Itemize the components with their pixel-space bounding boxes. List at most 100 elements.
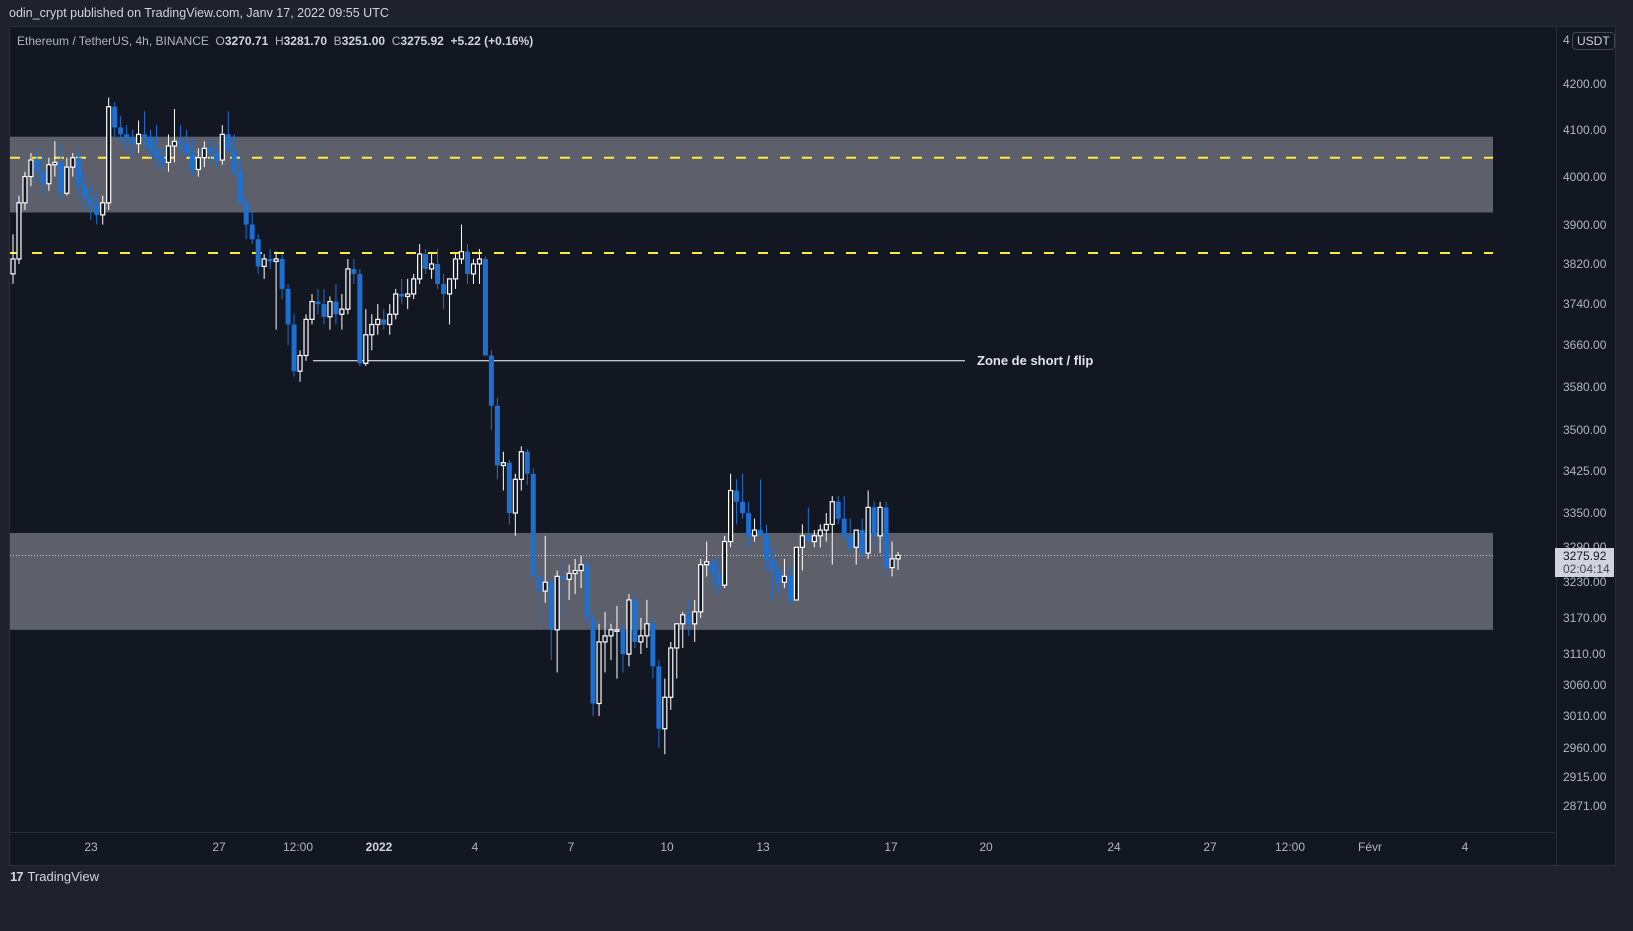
price-tick-label: 3110.00 [1563, 647, 1606, 662]
candle-body-down [285, 288, 291, 325]
price-tick-label: 3660.00 [1563, 338, 1607, 353]
last-price-label: 3275.92 02:04:14 [1555, 548, 1614, 577]
time-tick-label: 17 [884, 840, 898, 854]
candle-body-down [560, 576, 566, 580]
zone-rect [10, 136, 1493, 213]
symbol-name: Ethereum / TetherUS, 4h, BINANCE [17, 34, 209, 48]
open-value: 3270.71 [224, 34, 269, 48]
candle-body-up [698, 564, 704, 613]
candle-body-down [883, 507, 889, 568]
candle-body-down [464, 251, 470, 274]
low-value: 3251.00 [341, 34, 386, 48]
time-tick-label: 12:00 [282, 840, 314, 854]
price-axis[interactable] [1556, 27, 1616, 867]
candle-body-up [46, 164, 52, 185]
candle-body-down [148, 136, 154, 151]
candle-body-down [124, 134, 130, 139]
candle-body-up [446, 278, 453, 295]
candle-body-up [470, 263, 477, 275]
last-price-value: 3275.92 [1563, 549, 1607, 563]
candle-body-down [315, 301, 321, 305]
candle-body-up [578, 564, 584, 572]
candle-body-up [369, 323, 375, 336]
candle-body-up [195, 157, 201, 171]
candle-body-up [799, 535, 805, 548]
price-tick-label: 3820.00 [1563, 256, 1607, 271]
candle-body-down [488, 355, 494, 406]
candle-body-down [841, 518, 847, 536]
candle-body-up [375, 318, 381, 326]
currency-button[interactable]: USDT [1572, 32, 1615, 50]
short-zone-annotation[interactable]: Zone de short / flip [977, 352, 1094, 368]
candle-body-down [805, 535, 811, 542]
price-tick-label: 3170.00 [1563, 610, 1607, 625]
candle-body-up [572, 569, 578, 575]
candle-body-up [722, 540, 728, 586]
candle-body-up [554, 575, 560, 631]
candle-body-down [351, 268, 357, 274]
candle-body-up [303, 318, 309, 357]
price-tick-label: 4200.00 [1563, 77, 1607, 91]
candle-body-down [399, 293, 405, 297]
candle-body-down [82, 186, 88, 199]
footer-brand[interactable]: 17 TradingView [10, 869, 99, 884]
price-tick-label: 3900.00 [1563, 217, 1607, 232]
candle-body-up [327, 300, 333, 318]
candle-body-up [877, 506, 883, 537]
candle-body-down [40, 171, 46, 184]
candle-body-down [207, 148, 213, 154]
candle-body-down [710, 561, 716, 574]
candle-body-down [118, 127, 124, 135]
candle-body-down [763, 535, 769, 559]
candle-body-down [775, 570, 781, 583]
candle-body-down [620, 629, 626, 655]
time-axis[interactable] [10, 832, 1555, 866]
candle-body-up [70, 157, 76, 168]
candle-body-down [249, 224, 255, 240]
candle-body-down [441, 283, 447, 294]
candle-body-down [632, 599, 638, 642]
candle-body-up [393, 293, 399, 315]
candle-body-down [267, 258, 273, 262]
candle-body-down [740, 501, 746, 514]
candle-body-up [596, 641, 602, 705]
candle-body-up [429, 263, 435, 270]
close-value: 3275.92 [400, 34, 444, 48]
candle-body-down [255, 239, 261, 267]
candle-body-down [333, 301, 339, 315]
candle-body-down [321, 304, 327, 317]
candle-body-up [895, 554, 901, 560]
candle-body-down [112, 106, 118, 128]
candle-body-down [423, 254, 429, 269]
time-tick-label: 13 [756, 840, 770, 854]
symbol-legend: Ethereum / TetherUS, 4h, BINANCE O3270.7… [17, 34, 534, 48]
candle-body-up [727, 489, 734, 543]
candle-body-down [237, 171, 243, 203]
candle-body-up [363, 334, 369, 364]
candle-body-down [381, 319, 387, 325]
candle-body-down [871, 507, 877, 536]
candle-body-down [787, 576, 793, 600]
candle-body-down [650, 623, 656, 667]
candle-body-down [231, 150, 237, 172]
candle-body-down [656, 666, 662, 729]
candle-body-down [716, 573, 722, 586]
time-tick-label: 24 [1107, 840, 1121, 854]
candle-body-up [10, 258, 16, 275]
candle-body-down [435, 263, 441, 284]
candle-body-up [500, 462, 506, 467]
candle-body-up [387, 313, 393, 326]
candle-body-down [279, 258, 285, 289]
time-tick-label: 23 [84, 840, 98, 854]
candle-body-down [847, 535, 853, 548]
candle-body-down [225, 134, 231, 151]
price-tick-label: 3060.00 [1563, 677, 1607, 692]
price-tick-label: 2960.00 [1563, 740, 1607, 755]
candle-body-up [566, 572, 572, 580]
candle-body-down [58, 162, 64, 194]
candle-body-up [16, 202, 22, 260]
candle-body-down [494, 405, 500, 466]
price-tick-label: 3010.00 [1563, 709, 1607, 724]
candle-body-up [889, 558, 895, 569]
